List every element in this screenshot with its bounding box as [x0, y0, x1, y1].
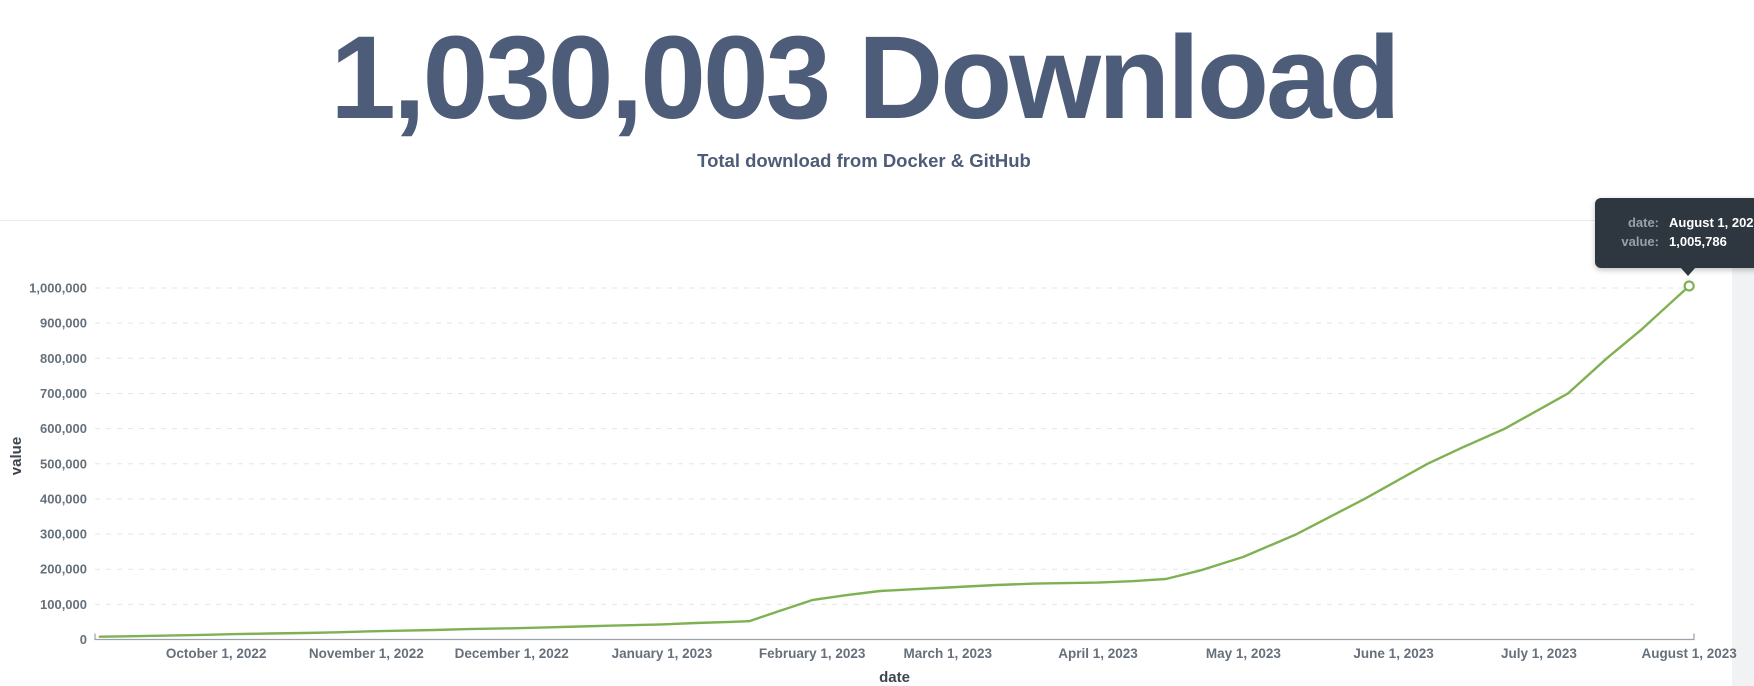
- x-axis-title: date: [879, 669, 910, 686]
- tooltip-date-label: date:: [1627, 215, 1659, 230]
- y-tick-label: 300,000: [40, 527, 87, 542]
- y-tick-label: 500,000: [40, 456, 87, 471]
- x-tick-label: March 1, 2023: [904, 646, 993, 661]
- y-tick-label: 0: [80, 632, 87, 647]
- y-tick-label: 600,000: [40, 421, 87, 436]
- x-tick-label: August 1, 2023: [1642, 646, 1738, 661]
- x-tick-label: October 1, 2022: [166, 646, 267, 661]
- tooltip-date-row: date: August 1, 2023: [1607, 213, 1754, 232]
- x-tick-label: June 1, 2023: [1353, 646, 1434, 661]
- hovered-data-point-marker[interactable]: [1683, 280, 1695, 292]
- tooltip-value-value: 1,005,786: [1669, 234, 1727, 249]
- x-tick-label: February 1, 2023: [759, 646, 866, 661]
- x-tick-label: December 1, 2022: [455, 646, 569, 661]
- header-divider: [0, 220, 1754, 221]
- y-tick-label: 100,000: [40, 597, 87, 612]
- data-line: [98, 284, 1691, 638]
- x-axis-line: [94, 633, 1695, 641]
- chart-tooltip: date: August 1, 2023 value: 1,005,786: [1595, 198, 1754, 276]
- y-tick-label: 700,000: [40, 386, 87, 401]
- page-title: 1,030,003 Download: [330, 12, 1400, 144]
- x-tick-label: January 1, 2023: [612, 646, 713, 661]
- tooltip-value-row: value: 1,005,786: [1607, 232, 1753, 251]
- x-tick-label: April 1, 2023: [1058, 646, 1138, 661]
- right-gutter: [1732, 221, 1754, 686]
- page-header: 1,030,003 Download Total download from D…: [0, 0, 1754, 220]
- y-tick-label: 400,000: [40, 491, 87, 506]
- y-tick-label: 200,000: [40, 562, 87, 577]
- tooltip-value-label: value:: [1621, 234, 1659, 249]
- x-tick-label: November 1, 2022: [309, 646, 424, 661]
- y-tick-label: 900,000: [40, 316, 87, 331]
- page-subtitle: Total download from Docker & GitHub: [697, 150, 1031, 171]
- x-tick-label: May 1, 2023: [1206, 646, 1282, 661]
- y-axis-title: value: [8, 437, 25, 475]
- y-tick-label: 1,000,000: [29, 281, 87, 296]
- tooltip-date-value: August 1, 2023: [1669, 215, 1754, 230]
- x-tick-label: July 1, 2023: [1501, 646, 1577, 661]
- line-chart-plot-area[interactable]: 0 100,000 200,000 300,000 400,000 500,000 600,…: [0, 222, 1754, 686]
- y-tick-label: 800,000: [40, 351, 87, 366]
- tooltip-arrow: [1680, 267, 1696, 276]
